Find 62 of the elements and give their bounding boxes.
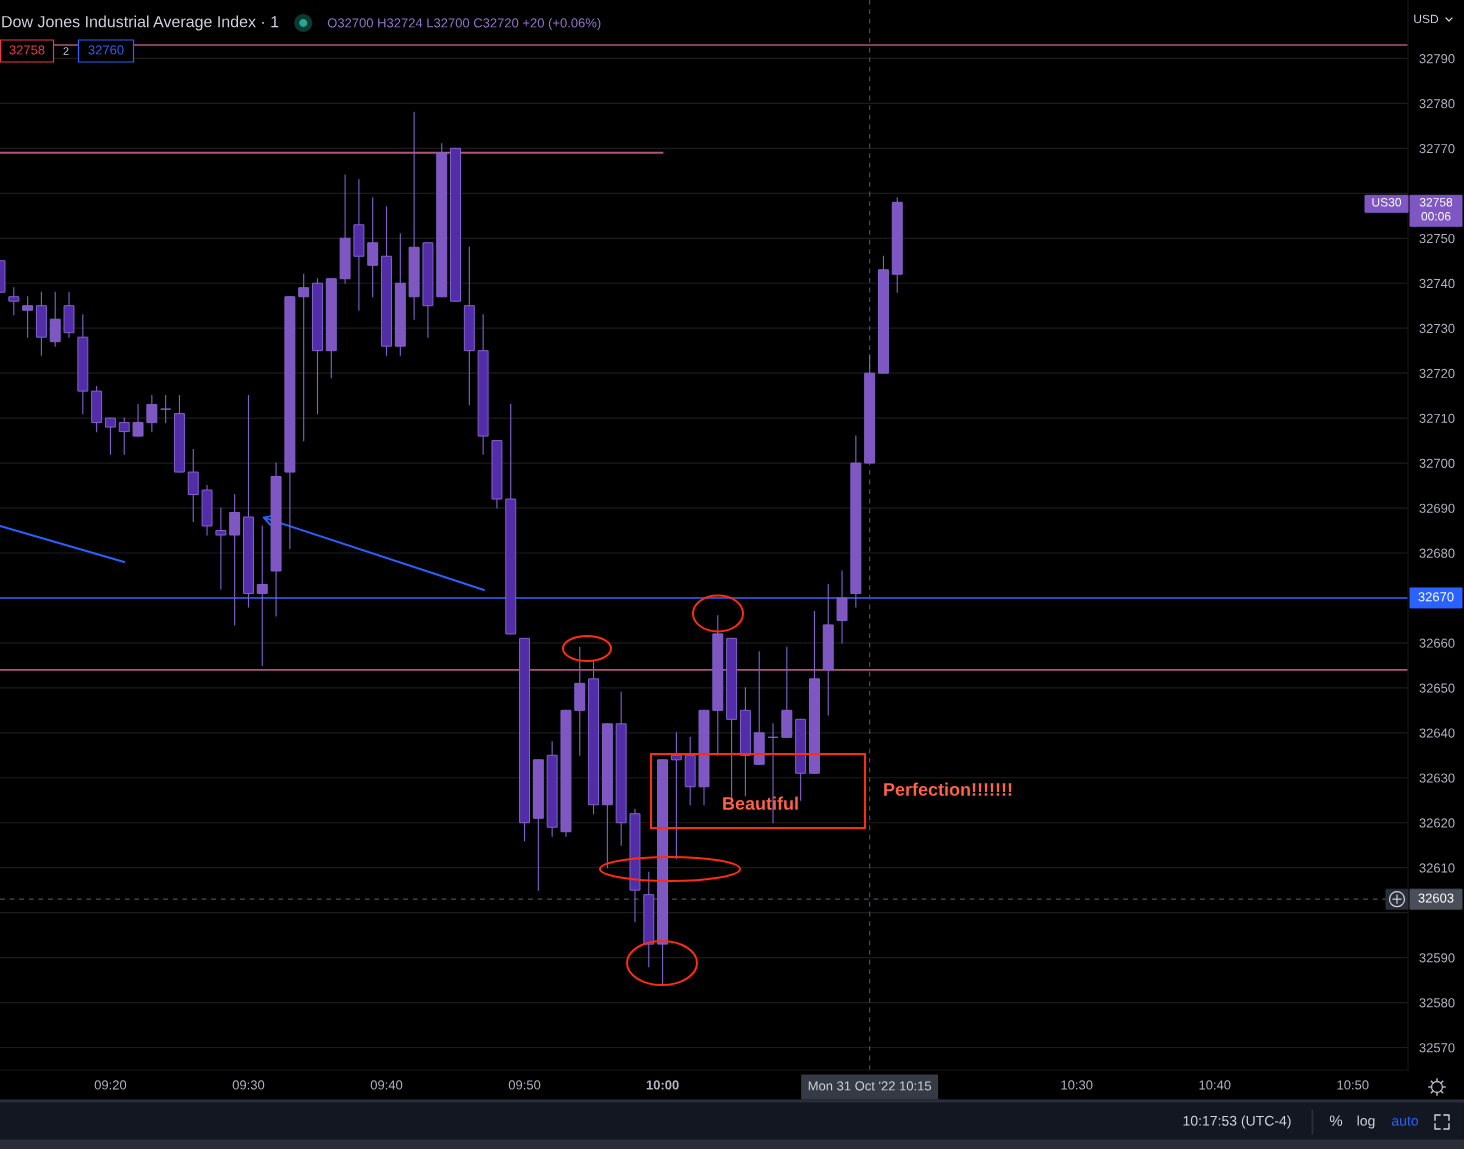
x-tick-label: 10:30 <box>1061 1080 1093 1090</box>
annotation: 32758 <box>9 45 45 55</box>
candlestick <box>670 732 682 860</box>
y-tick-label: 32660 <box>1419 638 1455 648</box>
annotation: US30 <box>1372 198 1402 207</box>
y-tick-label: 32700 <box>1419 458 1455 468</box>
ref-line-label: 32603 <box>1418 893 1454 903</box>
ref-line-label: Mon 31 Oct '22 10:15 <box>808 1081 932 1091</box>
x-tick-label: 09:30 <box>232 1080 265 1090</box>
y-tick-label: 32590 <box>1419 953 1455 963</box>
y-tick-label: 32620 <box>1419 818 1455 828</box>
annotation: Beautiful <box>723 796 798 810</box>
y-tick-label: 32730 <box>1419 323 1455 334</box>
candlestick <box>160 395 172 424</box>
y-tick-label: 32710 <box>1419 413 1455 423</box>
candlestick <box>104 417 116 455</box>
text: 32758 <box>1419 198 1453 207</box>
candlestick <box>49 291 61 347</box>
candlestick <box>22 296 34 338</box>
candlestick <box>146 395 158 433</box>
y-tick-label: 32750 <box>1419 233 1455 244</box>
y-tick-label: 32780 <box>1419 99 1455 109</box>
text: 10:17:53 (UTC-4) <box>1183 1115 1291 1129</box>
y-tick-label: 32740 <box>1419 278 1455 289</box>
text: Dow Jones Industrial Average Index · 1 <box>2 15 279 31</box>
y-tick-label: 32770 <box>1419 143 1455 154</box>
annotation: 2 <box>63 47 69 55</box>
text: O32700 H32724 L32700 C32720 +20 (+0.06%) <box>327 17 601 31</box>
candlestick <box>836 570 848 644</box>
x-tick-label: 09:40 <box>370 1080 403 1090</box>
candlestick <box>118 417 130 455</box>
text: auto <box>1391 1116 1419 1126</box>
y-tick-label: 32790 <box>1419 54 1455 64</box>
candlestick <box>256 525 268 666</box>
text: 00:06 <box>1421 212 1451 221</box>
y-tick-label: 32580 <box>1419 998 1455 1008</box>
candlestick <box>367 197 379 298</box>
text: % <box>1329 1115 1343 1126</box>
y-tick-label: 32630 <box>1419 773 1455 783</box>
y-tick-label: 32680 <box>1419 548 1455 558</box>
y-tick-label: 32720 <box>1419 368 1455 378</box>
y-tick-label: 32640 <box>1419 728 1455 738</box>
y-tick-label: 32570 <box>1419 1043 1455 1053</box>
x-tick-label: 10:50 <box>1337 1080 1369 1090</box>
ref-line-label: 32670 <box>1418 592 1454 602</box>
candlestick <box>298 273 310 442</box>
candlestick <box>8 287 20 316</box>
annotation: 32760 <box>88 45 124 55</box>
annotation: Perfection!!!!!!! <box>884 782 1012 796</box>
candlestick <box>215 507 227 590</box>
x-tick-label: 10:40 <box>1199 1080 1231 1090</box>
text: log <box>1357 1115 1375 1129</box>
x-tick-label: 10:00 <box>646 1080 679 1090</box>
y-tick-label: 32650 <box>1419 683 1455 693</box>
text: USD <box>1414 14 1439 24</box>
y-tick-label: 32610 <box>1419 863 1455 873</box>
candlestick <box>229 493 241 626</box>
y-tick-label: 32690 <box>1419 503 1455 513</box>
candlestick <box>187 449 199 523</box>
x-tick-label: 09:50 <box>508 1080 541 1090</box>
candlestick <box>132 404 144 437</box>
x-tick-label: 09:20 <box>94 1080 127 1090</box>
